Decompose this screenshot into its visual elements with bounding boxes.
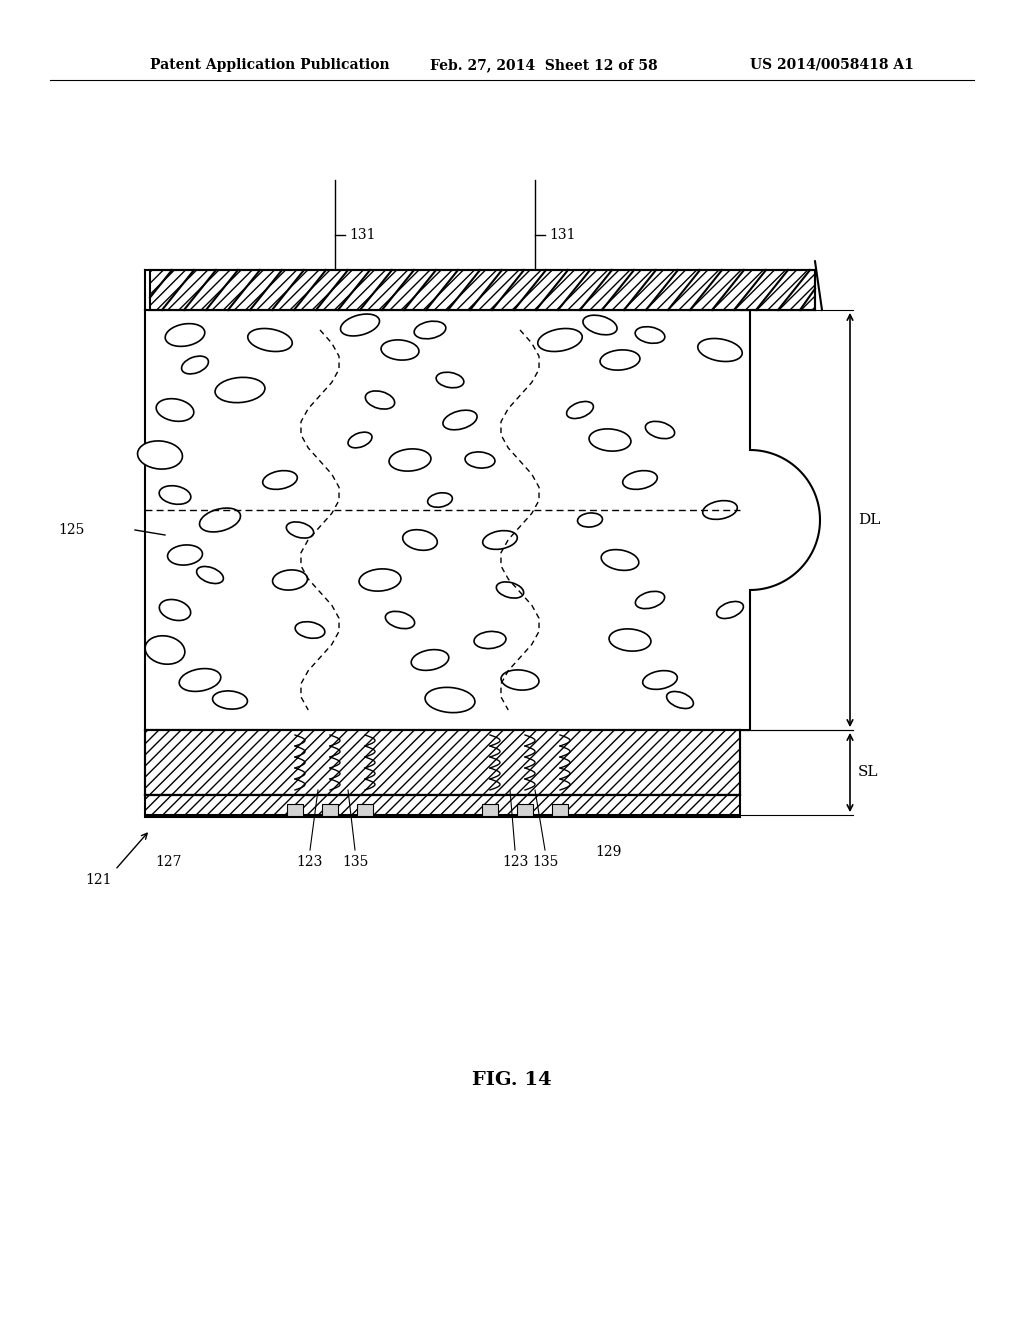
Ellipse shape [667,692,693,709]
Text: 135: 135 [342,855,369,869]
Ellipse shape [366,391,394,409]
Ellipse shape [179,668,221,692]
Ellipse shape [389,449,431,471]
Bar [145,310,820,730]
Ellipse shape [168,545,203,565]
Ellipse shape [702,500,737,519]
Ellipse shape [583,315,617,335]
Ellipse shape [465,451,495,469]
Ellipse shape [381,341,419,360]
Ellipse shape [412,649,449,671]
Ellipse shape [181,356,209,374]
Text: 123: 123 [297,855,324,869]
Ellipse shape [697,338,742,362]
Ellipse shape [428,492,453,507]
Ellipse shape [414,321,445,339]
Ellipse shape [497,582,523,598]
Ellipse shape [717,602,743,619]
Bar [517,804,534,816]
Text: 129: 129 [595,845,622,859]
Text: Patent Application Publication: Patent Application Publication [150,58,389,73]
Ellipse shape [341,314,380,337]
Text: Feb. 27, 2014  Sheet 12 of 58: Feb. 27, 2014 Sheet 12 of 58 [430,58,657,73]
Bar [482,804,498,816]
Ellipse shape [165,323,205,346]
Polygon shape [145,730,740,795]
Polygon shape [145,310,820,730]
Ellipse shape [474,631,506,648]
Text: US 2014/0058418 A1: US 2014/0058418 A1 [750,58,913,73]
Ellipse shape [272,570,307,590]
Ellipse shape [566,401,593,418]
Text: 135: 135 [531,855,558,869]
Text: DL: DL [858,513,881,527]
Ellipse shape [385,611,415,628]
Ellipse shape [578,513,602,527]
Ellipse shape [213,690,248,709]
Ellipse shape [623,471,657,490]
Bar [145,795,740,814]
Bar [552,804,568,816]
Ellipse shape [359,569,401,591]
Ellipse shape [137,441,182,469]
Text: 125: 125 [58,523,85,537]
Ellipse shape [157,399,194,421]
Text: 127: 127 [155,855,181,869]
Text: 131: 131 [549,228,575,242]
Text: 131: 131 [349,228,376,242]
Ellipse shape [248,329,292,351]
Ellipse shape [589,429,631,451]
Ellipse shape [215,378,265,403]
Ellipse shape [635,591,665,609]
Ellipse shape [609,628,651,651]
Ellipse shape [160,599,190,620]
Ellipse shape [645,421,675,438]
Ellipse shape [643,671,677,689]
Text: 121: 121 [85,873,112,887]
Ellipse shape [348,432,372,447]
Text: SL: SL [858,766,879,780]
Ellipse shape [200,508,241,532]
Text: 123: 123 [502,855,528,869]
Ellipse shape [425,688,475,713]
Ellipse shape [501,671,539,690]
Bar [287,804,303,816]
Ellipse shape [443,411,477,430]
Polygon shape [150,271,815,310]
Ellipse shape [538,329,583,351]
Ellipse shape [197,566,223,583]
Ellipse shape [601,549,639,570]
Ellipse shape [295,622,325,639]
Ellipse shape [287,521,313,539]
Ellipse shape [263,471,297,490]
Ellipse shape [159,486,190,504]
Ellipse shape [145,636,185,664]
Ellipse shape [482,531,517,549]
Text: FIG. 14: FIG. 14 [472,1071,552,1089]
Ellipse shape [635,327,665,343]
Bar [357,804,373,816]
Bar [322,804,338,816]
Ellipse shape [600,350,640,370]
Ellipse shape [436,372,464,388]
Ellipse shape [402,529,437,550]
